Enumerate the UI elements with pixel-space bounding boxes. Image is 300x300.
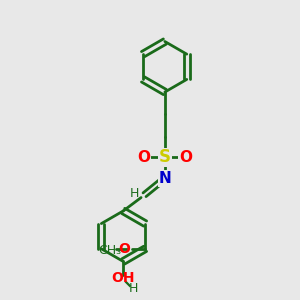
Text: S: S: [159, 148, 171, 166]
Text: O: O: [118, 242, 130, 256]
Text: H: H: [130, 188, 139, 200]
Text: CH₃: CH₃: [98, 244, 121, 257]
Text: N: N: [158, 171, 171, 186]
Text: O: O: [179, 150, 192, 165]
Text: O: O: [138, 150, 151, 165]
Text: H: H: [129, 282, 138, 295]
Text: OH: OH: [112, 271, 135, 285]
